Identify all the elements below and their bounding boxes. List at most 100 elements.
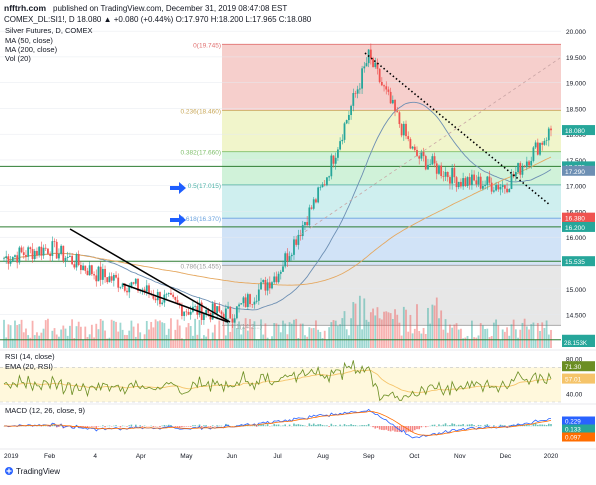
candle-body: [27, 247, 29, 256]
candle-body: [190, 312, 192, 315]
candle-body: [177, 300, 179, 303]
macd-histogram-bar: [352, 425, 354, 426]
volume-bar: [458, 330, 460, 348]
volume-bar: [58, 337, 60, 348]
volume-bar: [429, 324, 431, 348]
volume-bar: [60, 330, 62, 348]
macd-histogram-bar: [102, 425, 104, 426]
volume-bar: [166, 335, 168, 348]
x-tick-label: Dec: [500, 453, 512, 460]
candle-body: [399, 112, 401, 124]
candle-body: [174, 297, 176, 300]
candle-body: [469, 177, 471, 185]
volume-bar: [122, 330, 124, 348]
candle-body: [313, 199, 315, 208]
candle-body: [256, 301, 258, 302]
candle-body: [508, 189, 510, 192]
candle-body: [462, 178, 464, 186]
candle-body: [403, 124, 405, 135]
candle-body: [40, 247, 42, 256]
candle-body: [304, 222, 306, 225]
volume-bar: [192, 336, 194, 348]
candle-body: [440, 166, 442, 176]
volume-bar: [352, 302, 354, 348]
volume-bar: [528, 329, 530, 348]
candle-body: [240, 303, 242, 304]
volume-bar: [489, 337, 491, 348]
candle-body: [254, 302, 256, 305]
candle-body: [374, 63, 376, 67]
macd-histogram-bar: [460, 425, 462, 426]
candle-body: [489, 177, 491, 183]
macd-histogram-bar: [175, 426, 177, 427]
volume-bar: [346, 329, 348, 348]
volume-bar: [84, 327, 86, 348]
volume-bar: [273, 323, 275, 348]
arrow-right-icon: [170, 182, 186, 194]
candle-body: [372, 58, 374, 67]
candle-body: [456, 177, 458, 187]
candle-body: [322, 184, 324, 187]
candle-body: [442, 176, 444, 177]
macd-histogram-bar: [434, 425, 436, 427]
macd-histogram-bar: [212, 425, 214, 426]
rsi-tag-label: 71.30: [565, 364, 582, 371]
macd-histogram-bar: [98, 426, 100, 427]
candle-body: [82, 266, 84, 270]
macd-histogram-bar: [539, 424, 541, 426]
volume-bar: [65, 329, 67, 348]
price-tag-label: 17.290: [565, 169, 585, 176]
macd-histogram-bar: [262, 424, 264, 426]
candle-body: [188, 312, 190, 315]
volume-bar: [412, 333, 414, 348]
volume-bar: [62, 326, 64, 348]
volume-bar: [78, 322, 80, 348]
candle-body: [102, 269, 104, 280]
candle-body: [135, 279, 137, 284]
volume-bar: [544, 328, 546, 348]
candle-body: [16, 255, 18, 262]
candle-body: [460, 182, 462, 186]
macd-histogram-bar: [298, 424, 300, 426]
volume-bar: [291, 324, 293, 348]
fib-label: 0.786(15.455): [181, 263, 221, 270]
volume-bar: [425, 334, 427, 348]
candle-body: [550, 129, 552, 131]
volume-bar: [269, 340, 271, 348]
volume-bar: [535, 340, 537, 348]
volume-bar: [27, 335, 29, 348]
volume-bar: [43, 329, 45, 348]
volume-bar: [381, 319, 383, 348]
volume-bar: [225, 335, 227, 348]
candle-body: [436, 163, 438, 173]
volume-bar: [47, 319, 49, 348]
candle-body: [95, 275, 97, 281]
volume-bar: [533, 323, 535, 348]
candle-body: [218, 306, 220, 311]
macd-histogram-bar: [194, 425, 196, 426]
candle-body: [506, 189, 508, 193]
candle-body: [350, 106, 352, 115]
macd-histogram-bar: [469, 424, 471, 426]
candle-body: [328, 176, 330, 177]
volume-bar: [427, 308, 429, 348]
volume-bar: [524, 319, 526, 348]
candle-body: [317, 187, 319, 202]
candle-body: [526, 162, 528, 168]
candle-body: [10, 261, 12, 264]
volume-bar: [530, 324, 532, 348]
volume-bar: [205, 337, 207, 348]
volume-bar: [475, 338, 477, 348]
candle-body: [302, 225, 304, 236]
macd-histogram-bar: [484, 425, 486, 426]
x-tick-label: Feb: [44, 453, 56, 460]
volume-bar: [218, 321, 220, 348]
volume-bar: [214, 325, 216, 348]
macd-histogram-bar: [361, 425, 363, 426]
macd-histogram-bar: [293, 424, 295, 427]
y-tick-label: 20.000: [566, 29, 586, 36]
candle-body: [511, 174, 513, 189]
candle-body: [394, 100, 396, 111]
volume-bar: [431, 305, 433, 348]
